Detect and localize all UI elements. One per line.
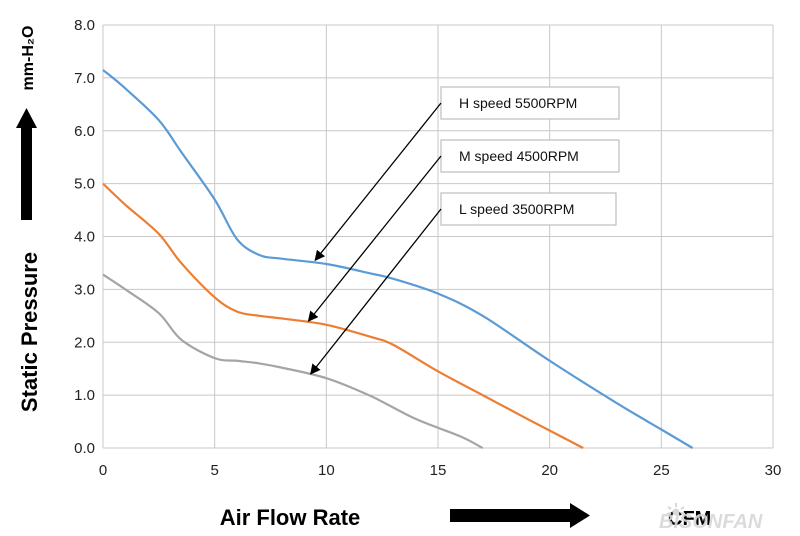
legend-box [440, 192, 617, 226]
x-tick-label: 10 [318, 462, 335, 479]
legend-entry-l-speed: L speed 3500RPM [310, 192, 617, 375]
l-speed-curve [102, 273, 484, 449]
y-tick-label: 7.0 [74, 70, 95, 87]
x-tick-label: 30 [765, 462, 782, 479]
legend-entry-m-speed: M speed 4500RPM [307, 139, 620, 322]
y-tick-label: 5.0 [74, 176, 95, 193]
legend-arrow [314, 102, 442, 262]
x-axis-arrow [450, 503, 590, 528]
legend-entry-h-speed: H speed 5500RPM [314, 86, 620, 262]
grid [102, 24, 774, 449]
y-tick-label: 8.0 [74, 17, 95, 34]
y-tick-label: 1.0 [74, 387, 95, 404]
y-tick-label: 6.0 [74, 123, 95, 140]
h-speed-curve [102, 69, 694, 449]
x-tick-labels: 0 5 10 15 20 25 30 [99, 462, 782, 479]
y-axis-title: Static Pressure [17, 252, 42, 412]
y-axis-unit: mm-H₂O [20, 26, 37, 91]
x-tick-label: 15 [430, 462, 447, 479]
legend-arrow [307, 155, 442, 322]
y-tick-label: 3.0 [74, 281, 95, 298]
x-tick-label: 20 [541, 462, 558, 479]
x-tick-label: 0 [99, 462, 107, 479]
legend-label: M speed 4500RPM [459, 148, 579, 164]
series-layer [102, 69, 694, 449]
x-tick-label: 25 [653, 462, 670, 479]
sun-logo-icon [666, 503, 686, 516]
x-axis-title: Air Flow Rate [220, 505, 361, 530]
legend: H speed 5500RPM M speed 4500RPM L speed 35… [307, 86, 620, 375]
y-axis-arrow [16, 108, 37, 220]
legend-arrow [310, 208, 442, 375]
legend-label: H speed 5500RPM [459, 95, 577, 111]
legend-label: L speed 3500RPM [459, 201, 574, 217]
y-tick-label: 4.0 [74, 229, 95, 246]
watermark-text: BISONFAN [659, 511, 763, 533]
y-tick-labels: 0.0 1.0 2.0 3.0 4.0 5.0 6.0 7.0 8.0 [74, 17, 95, 457]
watermark: BISONFAN [659, 503, 763, 533]
y-tick-label: 2.0 [74, 334, 95, 351]
legend-box [440, 139, 620, 173]
x-tick-label: 5 [210, 462, 218, 479]
m-speed-curve [102, 182, 584, 449]
y-tick-label: 0.0 [74, 440, 95, 457]
